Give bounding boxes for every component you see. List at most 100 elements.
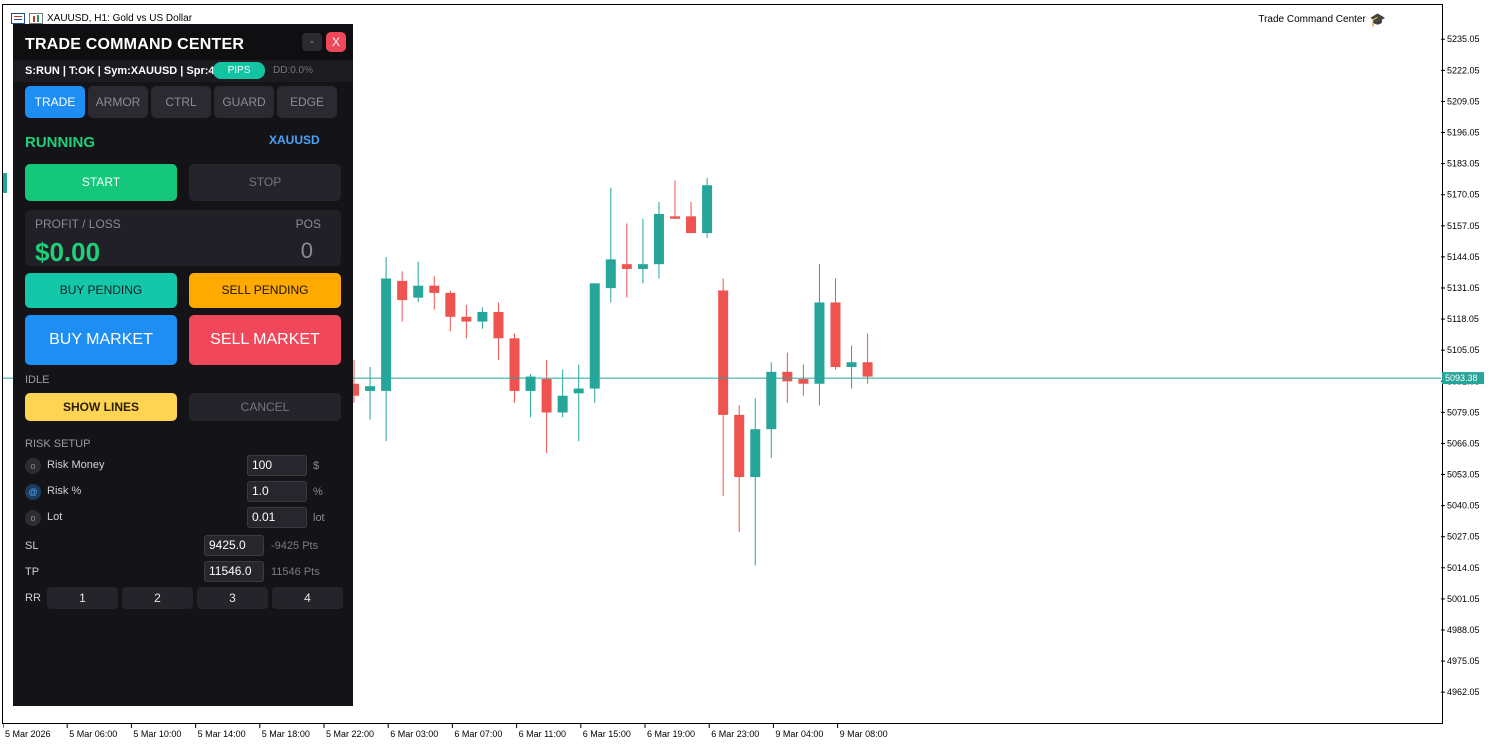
- candle-body: [846, 362, 857, 368]
- positions-value: 0: [300, 238, 313, 263]
- candle-body: [718, 290, 729, 415]
- candle-body: [637, 264, 648, 269]
- engine-state: RUNNING: [25, 134, 95, 151]
- lot-unit: lot: [313, 512, 325, 524]
- candle-body: [477, 312, 488, 322]
- time-tick-label: 9 Mar 08:00: [840, 729, 888, 739]
- stop-loss-points: -9425 Pts: [271, 540, 319, 552]
- risk-money-input[interactable]: 100: [247, 455, 307, 476]
- price-tick-label: 5196.05: [1447, 128, 1480, 138]
- risk-reward-label: RR: [25, 592, 41, 604]
- sell-market-button[interactable]: SELL MARKET: [189, 315, 341, 365]
- candle-body: [589, 283, 600, 389]
- tab-guard[interactable]: GUARD: [214, 86, 274, 118]
- candle-body: [702, 185, 713, 234]
- tab-ctrl[interactable]: CTRL: [151, 86, 211, 118]
- price-tick-label: 5183.05: [1447, 159, 1480, 169]
- time-tick-label: 5 Mar 14:00: [198, 729, 246, 739]
- stop-loss-label: SL: [25, 540, 39, 552]
- time-tick-label: 6 Mar 07:00: [454, 729, 502, 739]
- trade-command-panel: TRADE COMMAND CENTER - X S:RUN | T:OK | …: [13, 24, 353, 706]
- stop-button[interactable]: STOP: [189, 164, 341, 201]
- pips-toggle[interactable]: PIPS: [213, 62, 265, 79]
- time-tick-label: 6 Mar 19:00: [647, 729, 695, 739]
- ea-name: Trade Command Center: [1258, 14, 1366, 25]
- candle-body: [525, 376, 536, 391]
- lot-input[interactable]: 0.01: [247, 507, 307, 528]
- tab-armor[interactable]: ARMOR: [88, 86, 148, 118]
- price-tick-label: 5027.05: [1447, 532, 1480, 542]
- stop-loss-input[interactable]: 9425.0: [204, 535, 264, 556]
- price-tick-label: 4962.05: [1447, 687, 1480, 697]
- candle-body: [830, 302, 841, 368]
- price-tick-label: 4975.05: [1447, 656, 1480, 666]
- candle-body: [429, 285, 440, 293]
- time-tick-label: 5 Mar 22:00: [326, 729, 374, 739]
- candle-body: [686, 216, 697, 234]
- price-tick-label: 5040.05: [1447, 501, 1480, 511]
- candle-body: [397, 280, 408, 301]
- time-tick-label: 5 Mar 2026: [5, 729, 51, 739]
- time-tick-label: 6 Mar 11:00: [519, 729, 566, 739]
- price-tick-label: 5014.05: [1447, 563, 1480, 573]
- time-tick-label: 6 Mar 23:00: [711, 729, 759, 739]
- take-profit-points: 11546 Pts: [271, 566, 320, 578]
- candle-body: [605, 259, 616, 289]
- price-tick-label: 5235.05: [1447, 34, 1480, 44]
- candle-body: [541, 378, 552, 413]
- current-price-tag: [1442, 372, 1484, 385]
- candle-body: [750, 429, 761, 478]
- risk-percent-input[interactable]: 1.0: [247, 481, 307, 502]
- risk-money-label: Risk Money: [47, 459, 105, 471]
- current-price-label: 5093.38: [1445, 373, 1478, 383]
- panel-title: TRADE COMMAND CENTER: [25, 36, 245, 53]
- risk-money-radio[interactable]: o: [25, 458, 41, 474]
- rr-button-1[interactable]: 1: [47, 587, 118, 609]
- rr-button-4[interactable]: 4: [272, 587, 343, 609]
- rr-button-3[interactable]: 3: [197, 587, 268, 609]
- price-tick-label: 5053.05: [1447, 470, 1480, 480]
- drawdown-text: DD:0.0%: [273, 65, 314, 76]
- panel-header[interactable]: TRADE COMMAND CENTER - X: [13, 24, 353, 60]
- price-tick-label: 5170.05: [1447, 190, 1480, 200]
- minimize-button[interactable]: -: [302, 33, 322, 51]
- left-edge-marker: [3, 173, 7, 193]
- take-profit-input[interactable]: 11546.0: [204, 561, 264, 582]
- close-button[interactable]: X: [326, 32, 346, 52]
- buy-market-button[interactable]: BUY MARKET: [25, 315, 177, 365]
- candle-body: [349, 383, 359, 396]
- price-tick-label: 5079.05: [1447, 407, 1480, 417]
- time-tick-label: 5 Mar 06:00: [69, 729, 117, 739]
- candle-body: [573, 388, 584, 394]
- candle-body: [782, 371, 793, 382]
- sell-pending-button[interactable]: SELL PENDING: [189, 273, 341, 308]
- risk-setup-title: RISK SETUP: [25, 438, 91, 450]
- candle-body: [670, 216, 680, 219]
- chart-menu-icon[interactable]: [11, 13, 25, 24]
- status-text: S:RUN | T:OK | Sym:XAUUSD | Spr:4: [25, 65, 215, 77]
- rr-button-2[interactable]: 2: [122, 587, 193, 609]
- tab-edge[interactable]: EDGE: [277, 86, 337, 118]
- candlestick-icon: [29, 13, 43, 24]
- risk-percent-label: Risk %: [47, 485, 82, 497]
- cancel-button[interactable]: CANCEL: [189, 393, 341, 421]
- candle-body: [766, 371, 777, 430]
- show-lines-button[interactable]: SHOW LINES: [25, 393, 177, 421]
- candle-body: [365, 386, 376, 391]
- risk-percent-radio[interactable]: @: [25, 484, 41, 500]
- time-tick-label: 5 Mar 18:00: [262, 729, 310, 739]
- tab-trade[interactable]: TRADE: [25, 86, 85, 118]
- lot-radio[interactable]: o: [25, 510, 41, 526]
- price-tick-label: 4988.05: [1447, 625, 1480, 635]
- time-tick-label: 5 Mar 10:00: [133, 729, 181, 739]
- buy-pending-button[interactable]: BUY PENDING: [25, 273, 177, 308]
- price-tick-label: 5131.05: [1447, 283, 1480, 293]
- candle-body: [461, 316, 472, 322]
- candle-body: [493, 312, 504, 339]
- price-tick-label: 5209.05: [1447, 96, 1480, 106]
- candle-body: [734, 414, 745, 478]
- start-button[interactable]: START: [25, 164, 177, 201]
- lot-label: Lot: [47, 511, 63, 523]
- risk-percent-unit: %: [313, 486, 323, 498]
- expert-advisor-label[interactable]: Trade Command Center 🎓: [1258, 13, 1386, 26]
